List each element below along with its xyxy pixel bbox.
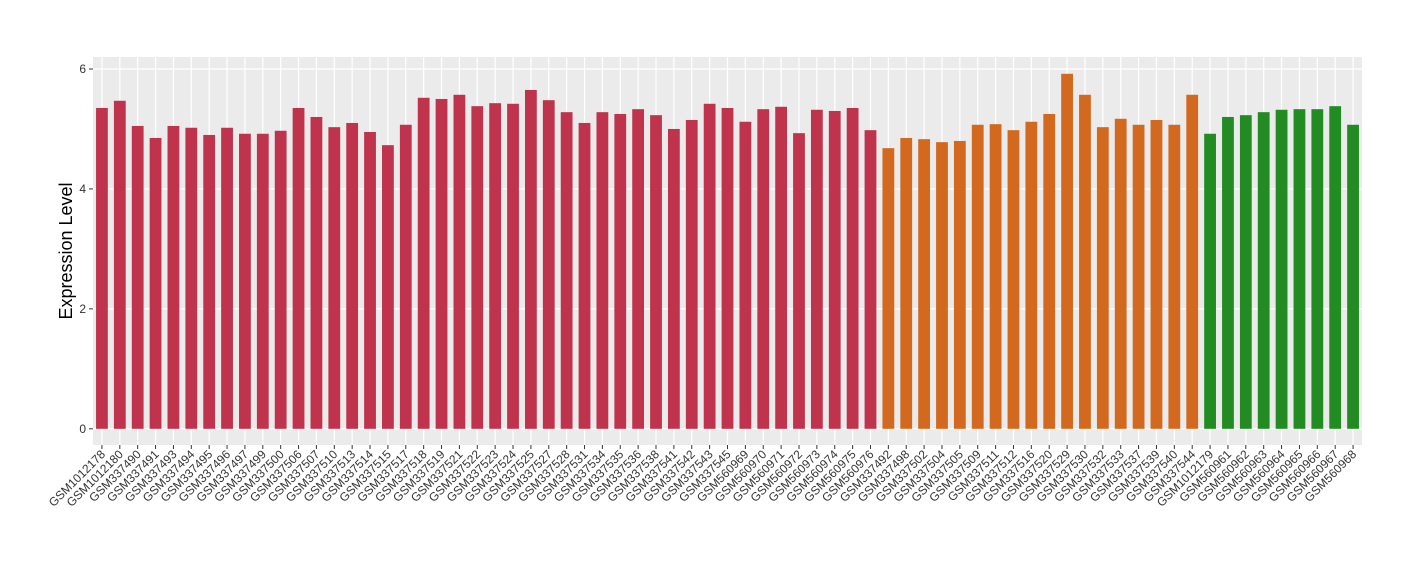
bar bbox=[1329, 106, 1342, 429]
bar bbox=[1311, 109, 1324, 429]
bar bbox=[113, 100, 126, 429]
bar bbox=[667, 128, 680, 429]
bar bbox=[364, 131, 376, 429]
bar bbox=[918, 139, 931, 429]
bar bbox=[221, 127, 233, 429]
bar bbox=[1061, 73, 1073, 429]
bar bbox=[489, 103, 502, 429]
bar bbox=[882, 148, 895, 429]
bar bbox=[1079, 94, 1091, 429]
bar bbox=[685, 119, 698, 429]
y-tick-label: 2 bbox=[79, 302, 86, 316]
bar bbox=[989, 124, 1002, 429]
bar bbox=[131, 125, 144, 429]
bar bbox=[256, 133, 269, 429]
bar bbox=[793, 133, 805, 429]
bar bbox=[399, 124, 412, 429]
bar bbox=[775, 106, 788, 429]
bar bbox=[632, 109, 645, 429]
bar bbox=[453, 94, 466, 429]
bar bbox=[846, 107, 859, 429]
bar bbox=[971, 124, 984, 429]
bar bbox=[578, 122, 591, 429]
bar bbox=[900, 137, 913, 429]
bar bbox=[417, 97, 430, 429]
bar bbox=[596, 112, 609, 429]
bar bbox=[810, 109, 823, 429]
y-axis-title: Expression Level bbox=[56, 182, 76, 319]
bar bbox=[542, 100, 555, 429]
bar bbox=[346, 122, 359, 429]
bar bbox=[1186, 94, 1199, 429]
bar bbox=[1204, 133, 1216, 429]
bar bbox=[149, 137, 162, 429]
bar bbox=[1025, 121, 1038, 429]
bar bbox=[96, 107, 108, 429]
bar bbox=[471, 106, 484, 429]
bar bbox=[292, 107, 305, 429]
bar bbox=[953, 140, 966, 429]
y-tick-label: 0 bbox=[79, 422, 86, 436]
bar bbox=[721, 107, 734, 429]
bar bbox=[1096, 127, 1109, 429]
bar bbox=[739, 121, 752, 429]
y-tick-label: 4 bbox=[79, 182, 86, 196]
bar bbox=[1168, 124, 1181, 429]
bar bbox=[560, 112, 573, 429]
y-tick-label: 6 bbox=[79, 62, 86, 76]
bar bbox=[1043, 113, 1056, 429]
bar bbox=[650, 115, 662, 429]
bar bbox=[435, 98, 448, 429]
bar bbox=[382, 145, 394, 429]
bar bbox=[239, 133, 251, 429]
bar bbox=[757, 109, 770, 429]
bar bbox=[507, 103, 519, 429]
bar bbox=[1257, 112, 1270, 429]
bar bbox=[703, 103, 716, 429]
bar bbox=[828, 110, 841, 429]
bar bbox=[167, 125, 180, 429]
bar bbox=[1293, 109, 1306, 429]
bar bbox=[203, 134, 216, 429]
bar bbox=[936, 142, 948, 429]
bar bbox=[1347, 124, 1359, 429]
bar bbox=[1239, 115, 1252, 429]
bar bbox=[1150, 119, 1163, 429]
bar bbox=[614, 113, 627, 429]
bar bbox=[1007, 130, 1020, 429]
bar bbox=[1222, 116, 1234, 429]
bar bbox=[1114, 118, 1127, 429]
bar bbox=[274, 130, 287, 429]
bar bbox=[864, 130, 877, 429]
bar bbox=[524, 89, 537, 429]
bar bbox=[310, 116, 323, 429]
bar bbox=[328, 127, 341, 429]
bar bbox=[1275, 109, 1288, 429]
bar bbox=[1132, 124, 1145, 429]
bar bbox=[185, 127, 198, 429]
